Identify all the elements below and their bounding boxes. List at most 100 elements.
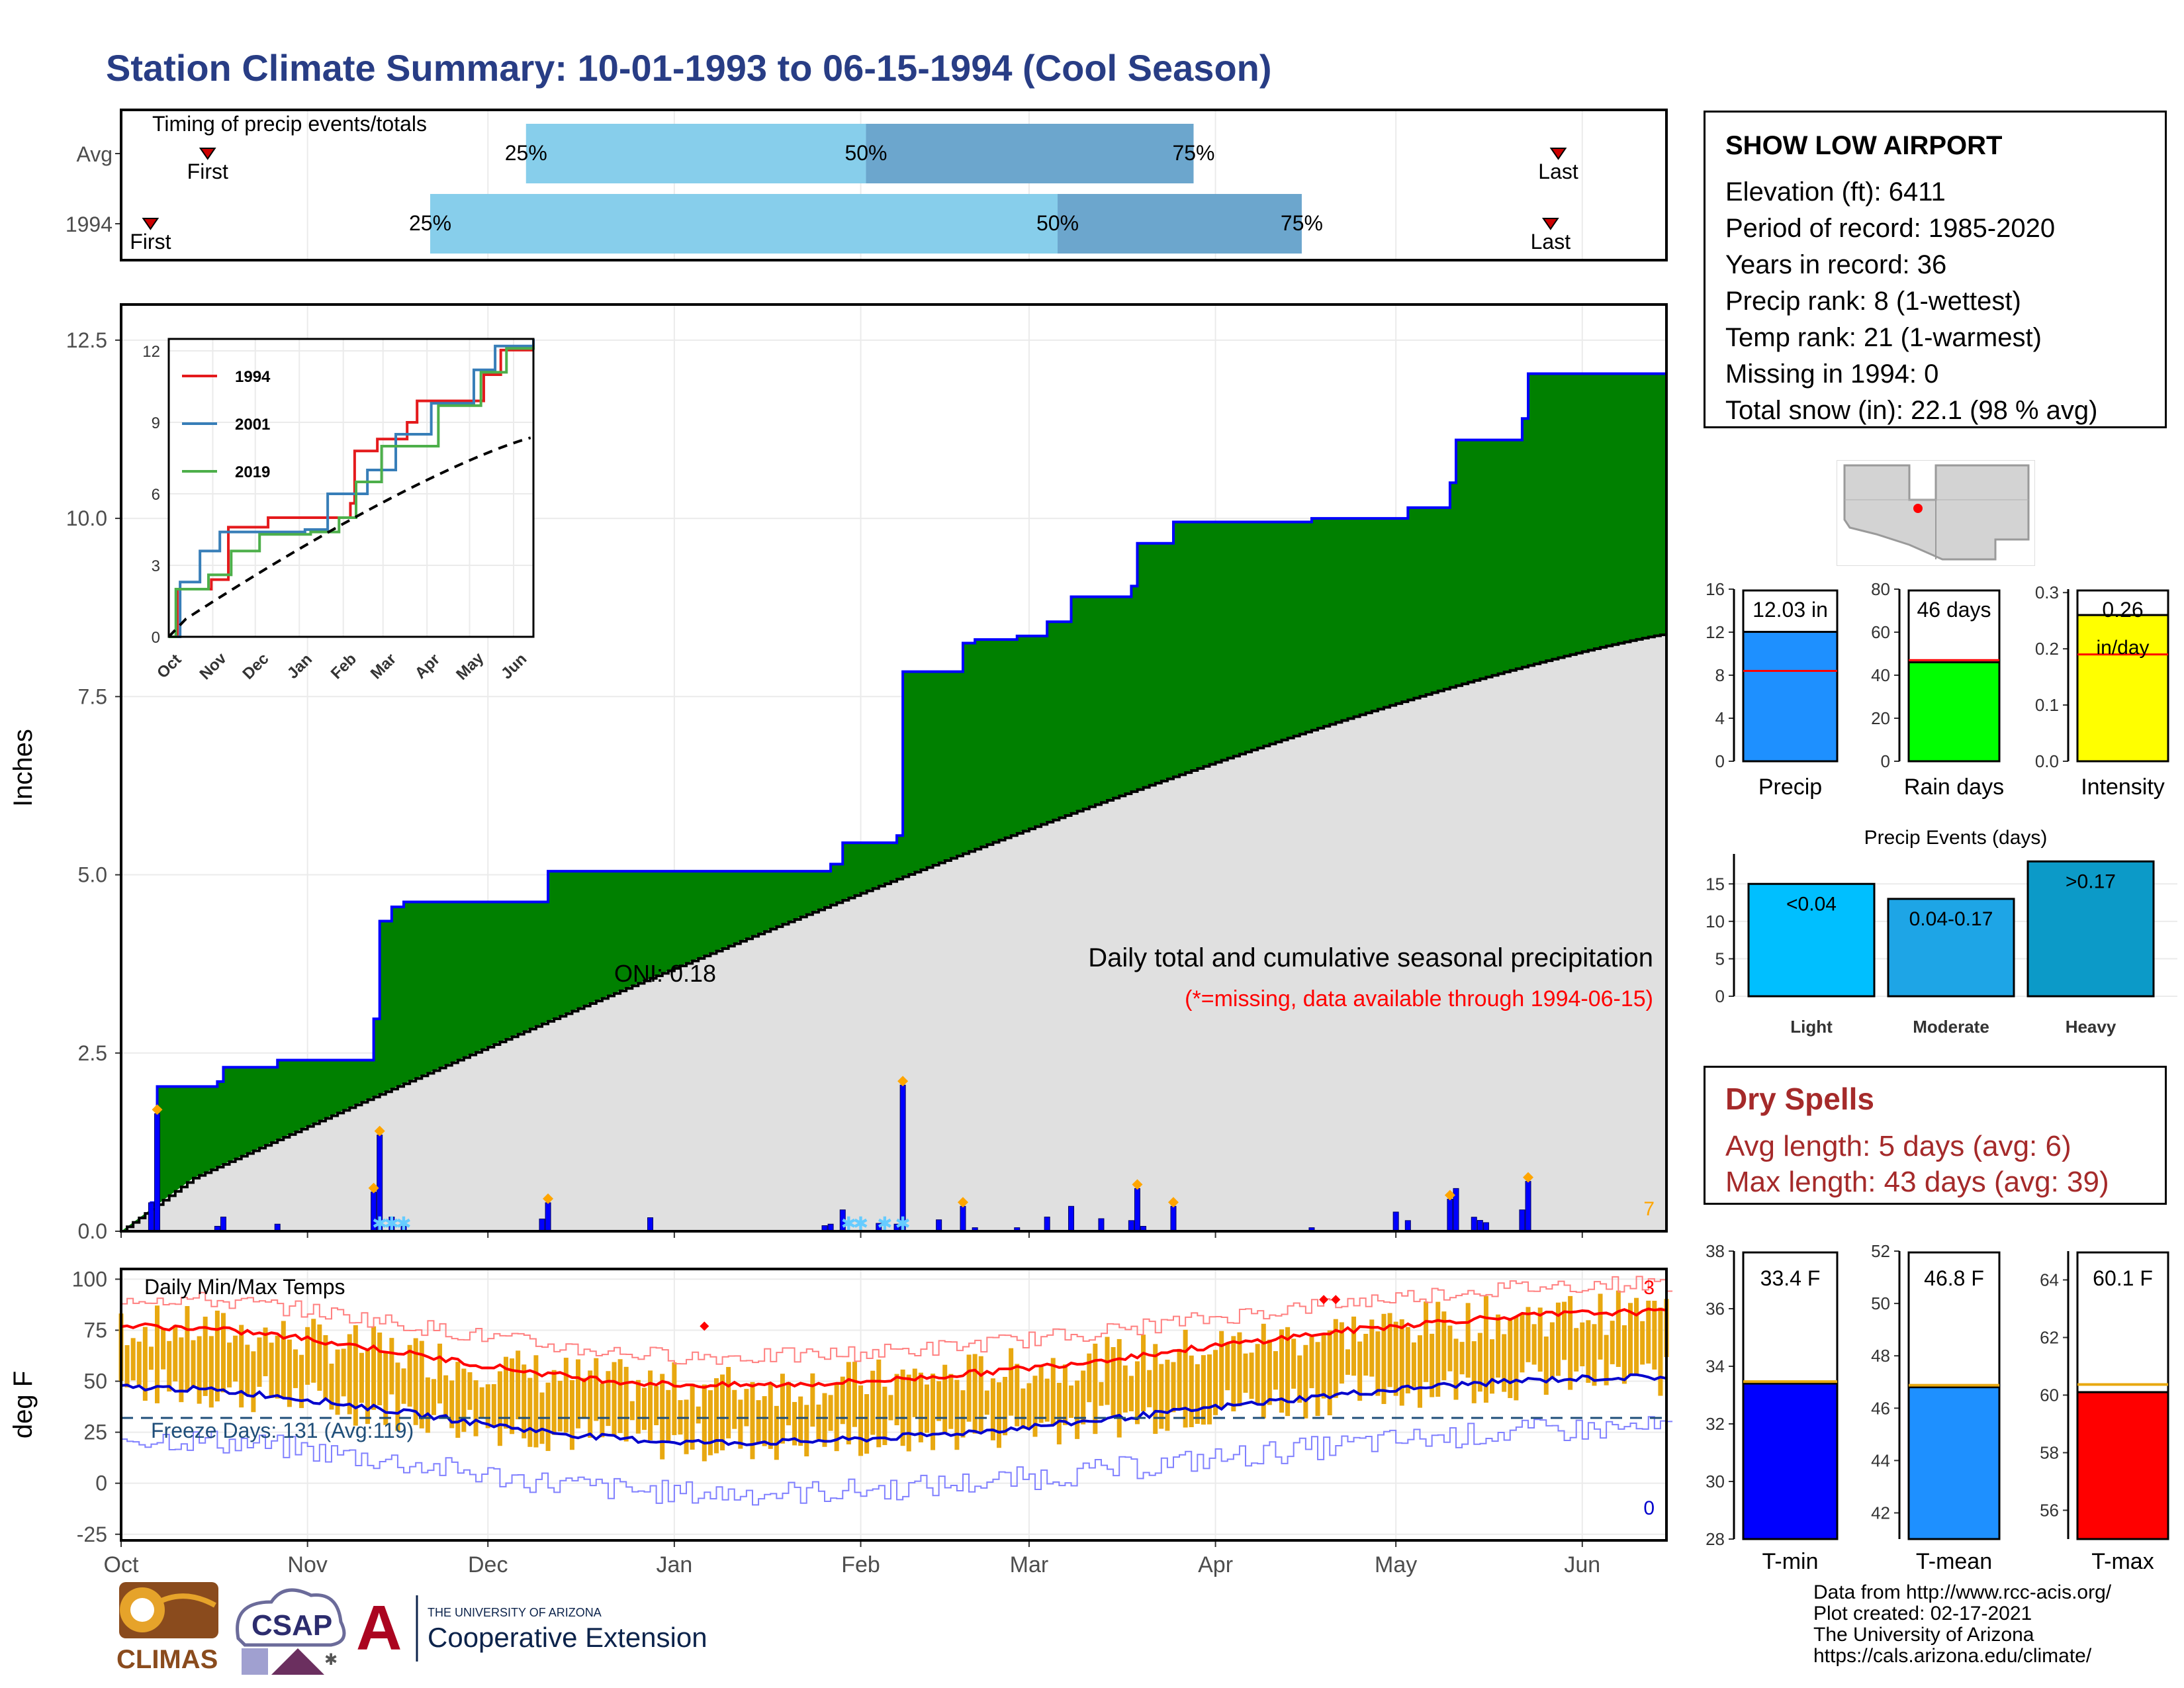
station-missing: Missing in 1994: 0 [1725,359,1939,389]
temp-daily-bar [972,1354,978,1434]
temp-daily-bar [311,1319,316,1383]
inset-ytick-label: 3 [152,557,160,575]
temp-daily-bar [1237,1332,1242,1407]
temp-daily-bar [1003,1376,1008,1436]
temp-daily-bar [1243,1353,1248,1393]
tbar-tick-label: 30 [1706,1472,1725,1491]
snow-marker-icon: ✱ [853,1213,868,1234]
precip-record-marker [1444,1190,1455,1201]
precip-ytick-label: 7.5 [78,684,107,708]
oni-value: ONI: 0.18 [614,960,716,987]
temp-daily-bar [533,1355,539,1448]
temp-daily-bar [660,1374,665,1460]
temp-daily-bar [1345,1349,1350,1375]
temp-daily-bar [1634,1297,1639,1375]
temp-daily-bar [1099,1382,1104,1406]
temp-daily-bar [1621,1325,1627,1384]
temp-daily-bar [1165,1360,1170,1431]
temp-daily-bar [1375,1331,1381,1396]
events-tick-label: 0 [1715,986,1725,1006]
temp-daily-bar [840,1376,845,1425]
temp-daily-bar [702,1384,707,1462]
temp-daily-bar [185,1306,190,1391]
temp-frame [120,1268,1668,1542]
temp-daily-bar [1424,1301,1429,1382]
temp-xtick-label: Oct [104,1552,139,1577]
inset-legend-label: 2019 [235,463,270,481]
timing-pct-label: 25% [505,141,547,165]
temp-daily-bar [136,1341,142,1385]
temp-daily-bar [455,1362,461,1438]
precip-events-chart: Precip Events (days) 0 5 10 15 <0.04 Light 0.04… [1706,827,2177,1037]
precip-daily-bar [154,1113,161,1232]
summary-value-label: 12.03 in [1752,598,1828,622]
temp-daily-bar [1508,1317,1513,1399]
temp-daily-bar [1549,1322,1555,1380]
temp-record-marker [1331,1295,1341,1305]
temp-record-high-line [121,1276,1673,1365]
temp-daily-bar [130,1338,136,1381]
temp-daily-bar [1333,1319,1338,1398]
temp-daily-bar [467,1372,473,1410]
temp-daily-bar [870,1370,876,1435]
temp-daily-bar [1015,1364,1020,1427]
temp-daily-bar [690,1383,695,1450]
temp-daily-bar [786,1382,792,1426]
temp-daily-bar [239,1325,244,1408]
ua-logo: A THE UNIVERSITY OF ARIZONA Cooperative … [356,1593,707,1664]
precip-record-marker [897,1076,909,1087]
precip-daily-bar [1392,1211,1399,1232]
temp-daily-bar [1490,1339,1495,1394]
freeze-days-label: Freeze Days: 131 (Avg:119) [151,1419,414,1442]
temp-daily-bar [882,1386,887,1446]
snow-marker-icon: ✱ [841,1213,856,1234]
temp-daily-bar [335,1349,340,1415]
station-name: SHOW LOW AIRPORT [1725,131,2003,160]
precip-record-marker [543,1193,554,1204]
temp-daily-bar [1231,1336,1236,1412]
temp-daily-bar [299,1354,304,1409]
temp-daily-bar [912,1368,917,1417]
temp-daily-bar [359,1352,364,1403]
temp-daily-bar [1604,1335,1609,1385]
events-bar [1887,898,2015,998]
precip-record-marker [1167,1197,1179,1208]
csap-star-icon: ✱ [324,1651,338,1669]
ua-name: THE UNIVERSITY OF ARIZONA [428,1606,602,1619]
temp-daily-bar [1652,1301,1657,1370]
tbar-value-box [1907,1251,2001,1389]
temp-daily-bar [527,1378,533,1447]
timing-bar-50-75 [1058,194,1302,254]
events-tick-label: 5 [1715,949,1725,968]
temp-hot-count: 3 [1643,1277,1655,1299]
temp-daily-bar [479,1387,484,1419]
temp-daily-bar [1615,1290,1621,1367]
precip-daily-bar [936,1219,942,1232]
tbar-value-label: 46.8 F [1924,1266,1984,1290]
climas-text: CLIMAS [116,1645,218,1674]
temp-daily-bar [1417,1335,1422,1408]
temp-daily-bar [522,1364,527,1438]
inset-ytick-label: 6 [152,486,160,504]
station-years: Years in record: 36 [1725,250,1947,279]
temp-daily-bar [173,1325,178,1382]
temp-ytick-label: 50 [83,1370,107,1393]
inset-ytick-label: 12 [142,343,160,361]
temp-daily-bar [124,1345,130,1387]
page-title: Station Climate Summary: 10-01-1993 to 0… [106,47,1272,89]
summary-tick-label: 0.1 [2035,695,2059,715]
events-bar-text: <0.04 [1786,893,1837,915]
temp-daily-bar [317,1324,322,1391]
summary-bar-label: Intensity [2081,774,2165,800]
temp-daily-bar [1177,1348,1182,1411]
tbar-tick-label: 62 [2040,1328,2059,1348]
temp-daily-bar [846,1362,851,1444]
temp-daily-bar [1062,1364,1068,1425]
temp-daily-bar [672,1362,677,1435]
dry-spells-box: Dry Spells Avg length: 5 days (avg: 6) M… [1704,1066,2167,1205]
events-bar-label: Heavy [2066,1017,2116,1037]
temp-daily-bar [287,1339,292,1407]
temp-daily-bar [1598,1293,1603,1360]
snow-marker-icon: ✱ [895,1213,910,1234]
